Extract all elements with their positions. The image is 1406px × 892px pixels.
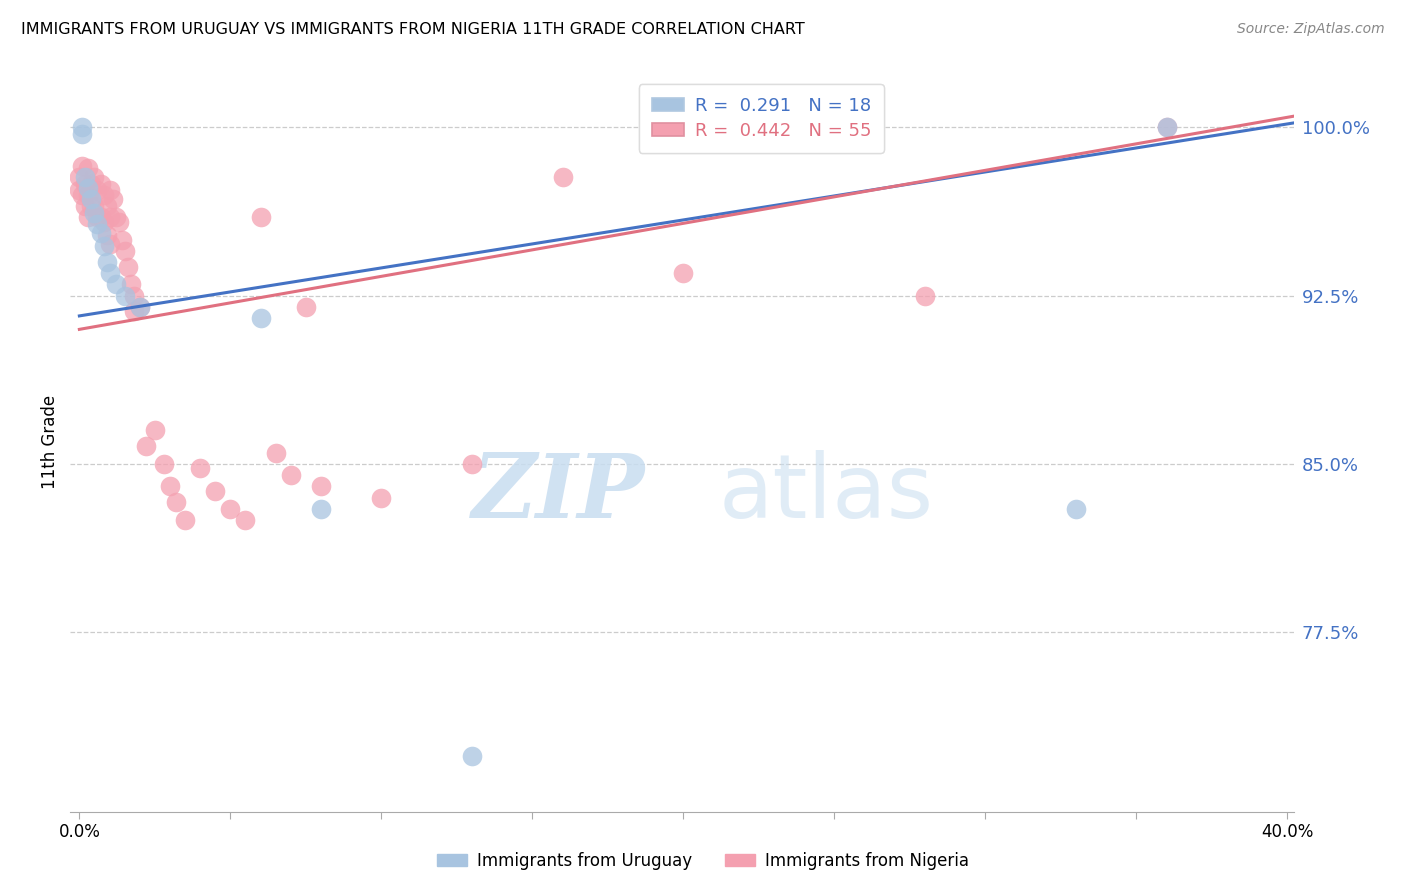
Point	[75, 169, 97, 184]
Point	[98, 210, 121, 224]
Point	[107, 215, 129, 229]
Legend: R =  0.291   N = 18, R =  0.442   N = 55: R = 0.291 N = 18, R = 0.442 N = 55	[638, 84, 884, 153]
Point	[86, 217, 108, 231]
Point	[135, 439, 157, 453]
Point	[72, 159, 94, 173]
Point	[72, 127, 94, 141]
Point	[122, 289, 145, 303]
Point	[75, 199, 97, 213]
Text: 0.0%: 0.0%	[59, 823, 100, 841]
Point	[165, 495, 187, 509]
Point	[1156, 120, 1178, 135]
Point	[114, 244, 136, 258]
Point	[98, 183, 121, 197]
Point	[264, 446, 287, 460]
Point	[188, 461, 211, 475]
Point	[461, 457, 484, 471]
Point	[111, 233, 134, 247]
Point	[249, 311, 271, 326]
Point	[96, 228, 118, 243]
Point	[1064, 501, 1087, 516]
Point	[89, 210, 111, 224]
Point	[93, 187, 115, 202]
Point	[280, 468, 302, 483]
Text: IMMIGRANTS FROM URUGUAY VS IMMIGRANTS FROM NIGERIA 11TH GRADE CORRELATION CHART: IMMIGRANTS FROM URUGUAY VS IMMIGRANTS FR…	[21, 22, 804, 37]
Point	[104, 210, 127, 224]
Point	[370, 491, 392, 505]
Point	[249, 210, 271, 224]
Point	[143, 423, 166, 437]
Point	[72, 120, 94, 135]
Point	[77, 161, 100, 175]
Point	[83, 169, 105, 184]
Point	[77, 210, 100, 224]
Point	[104, 277, 127, 292]
Point	[96, 199, 118, 213]
Point	[93, 215, 115, 229]
Point	[114, 289, 136, 303]
Point	[86, 183, 108, 197]
Point	[80, 192, 103, 206]
Point	[128, 300, 150, 314]
Point	[174, 513, 197, 527]
Point	[204, 483, 226, 498]
Point	[75, 177, 97, 191]
Point	[672, 266, 695, 280]
Point	[86, 210, 108, 224]
Text: 40.0%: 40.0%	[1261, 823, 1313, 841]
Point	[1156, 120, 1178, 135]
Point	[128, 300, 150, 314]
Point	[309, 501, 332, 516]
Text: atlas: atlas	[718, 450, 934, 537]
Point	[159, 479, 181, 493]
Text: Source: ZipAtlas.com: Source: ZipAtlas.com	[1237, 22, 1385, 37]
Point	[101, 192, 124, 206]
Point	[93, 239, 115, 253]
Point	[89, 177, 111, 191]
Point	[98, 266, 121, 280]
Point	[77, 187, 100, 202]
Point	[67, 169, 90, 184]
Point	[153, 457, 176, 471]
Y-axis label: 11th Grade: 11th Grade	[41, 394, 59, 489]
Point	[309, 479, 332, 493]
Point	[219, 501, 242, 516]
Point	[914, 289, 936, 303]
Point	[77, 181, 100, 195]
Point	[72, 187, 94, 202]
Point	[67, 183, 90, 197]
Point	[98, 237, 121, 252]
Point	[80, 177, 103, 191]
Text: ZIP: ZIP	[472, 450, 645, 537]
Point	[122, 304, 145, 318]
Point	[83, 205, 105, 219]
Point	[461, 748, 484, 763]
Point	[295, 300, 318, 314]
Point	[117, 260, 139, 274]
Point	[551, 169, 574, 184]
Point	[80, 199, 103, 213]
Point	[89, 226, 111, 240]
Point	[120, 277, 142, 292]
Point	[235, 513, 257, 527]
Legend: Immigrants from Uruguay, Immigrants from Nigeria: Immigrants from Uruguay, Immigrants from…	[430, 846, 976, 877]
Point	[96, 255, 118, 269]
Point	[83, 199, 105, 213]
